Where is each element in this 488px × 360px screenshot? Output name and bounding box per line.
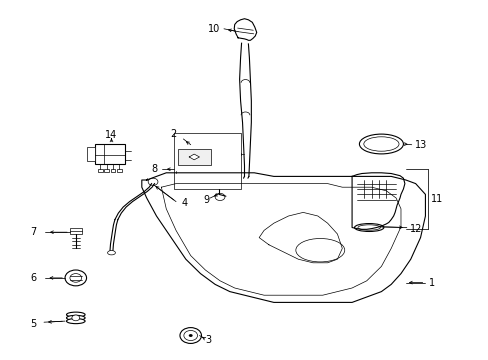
Text: 4: 4 <box>182 198 188 208</box>
Text: 2: 2 <box>170 129 176 139</box>
Bar <box>110 169 115 172</box>
Bar <box>86 147 95 161</box>
Bar <box>117 169 122 172</box>
Text: 9: 9 <box>203 195 209 205</box>
Circle shape <box>148 178 158 185</box>
Text: 6: 6 <box>30 273 37 283</box>
Text: 7: 7 <box>30 227 37 237</box>
Bar <box>173 133 241 189</box>
Ellipse shape <box>66 312 85 317</box>
Polygon shape <box>189 154 199 160</box>
Text: 12: 12 <box>409 224 421 234</box>
Ellipse shape <box>107 251 115 255</box>
Text: 10: 10 <box>207 24 220 34</box>
Ellipse shape <box>66 315 85 320</box>
Circle shape <box>70 274 81 282</box>
Circle shape <box>72 315 80 321</box>
FancyBboxPatch shape <box>177 149 211 165</box>
Bar <box>104 169 109 172</box>
Ellipse shape <box>66 319 85 324</box>
Text: 14: 14 <box>105 130 118 140</box>
Bar <box>98 169 102 172</box>
Circle shape <box>65 270 86 286</box>
Text: 8: 8 <box>151 164 157 174</box>
Circle shape <box>180 328 201 343</box>
Bar <box>70 228 81 234</box>
Text: 13: 13 <box>414 140 426 150</box>
Circle shape <box>183 330 197 341</box>
Text: 1: 1 <box>428 278 435 288</box>
Bar <box>95 144 124 164</box>
Text: 5: 5 <box>30 319 37 329</box>
Text: 11: 11 <box>430 194 443 204</box>
Text: 3: 3 <box>205 335 211 345</box>
Circle shape <box>188 334 192 337</box>
